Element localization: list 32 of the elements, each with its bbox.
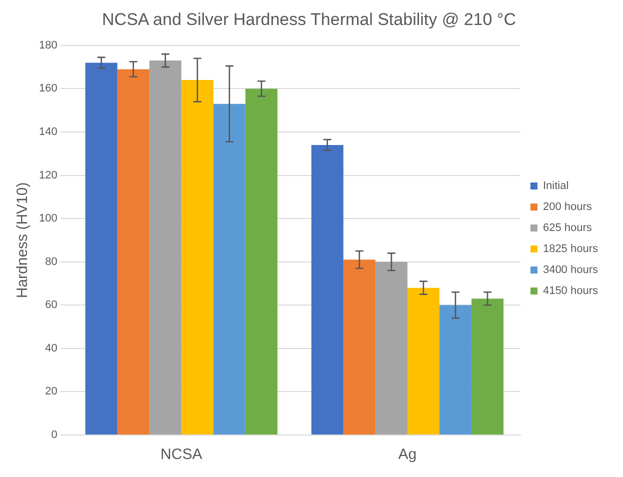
bar bbox=[85, 62, 118, 434]
legend-label: 200 hours bbox=[542, 201, 592, 214]
bar bbox=[181, 80, 214, 434]
legend-label: 625 hours bbox=[542, 222, 592, 234]
bar bbox=[213, 104, 246, 434]
legend-label: 3400 hours bbox=[542, 264, 598, 276]
bar bbox=[375, 262, 408, 434]
y-tick-label: 180 bbox=[38, 39, 58, 52]
y-tick-label: 120 bbox=[38, 169, 58, 182]
bar bbox=[343, 260, 376, 434]
y-tick-label: 0 bbox=[51, 429, 58, 442]
y-axis-title: Hardness (HV10) bbox=[14, 182, 32, 298]
bar bbox=[439, 305, 472, 434]
y-tick-label: 20 bbox=[45, 386, 58, 398]
bar bbox=[407, 288, 440, 434]
y-tick-label: 80 bbox=[45, 256, 58, 268]
legend-label: 1825 hours bbox=[542, 243, 598, 256]
legend-label: Initial bbox=[542, 180, 569, 192]
chart-title: NCSA and Silver Hardness Thermal Stability @ 210 °C bbox=[102, 10, 516, 29]
x-tick-label: Ag bbox=[398, 446, 417, 464]
y-tick-label: 100 bbox=[38, 212, 58, 225]
y-tick-label: 40 bbox=[45, 342, 58, 354]
bar bbox=[149, 60, 182, 434]
y-tick-label: 140 bbox=[38, 126, 58, 138]
y-tick-label: 160 bbox=[38, 82, 58, 95]
bar bbox=[117, 69, 150, 434]
x-tick-label: NCSA bbox=[160, 446, 202, 464]
bar bbox=[471, 298, 504, 434]
bar bbox=[311, 144, 344, 434]
bar bbox=[245, 88, 278, 434]
legend-label: 4150 hours bbox=[542, 285, 598, 298]
y-tick-label: 60 bbox=[45, 299, 58, 312]
